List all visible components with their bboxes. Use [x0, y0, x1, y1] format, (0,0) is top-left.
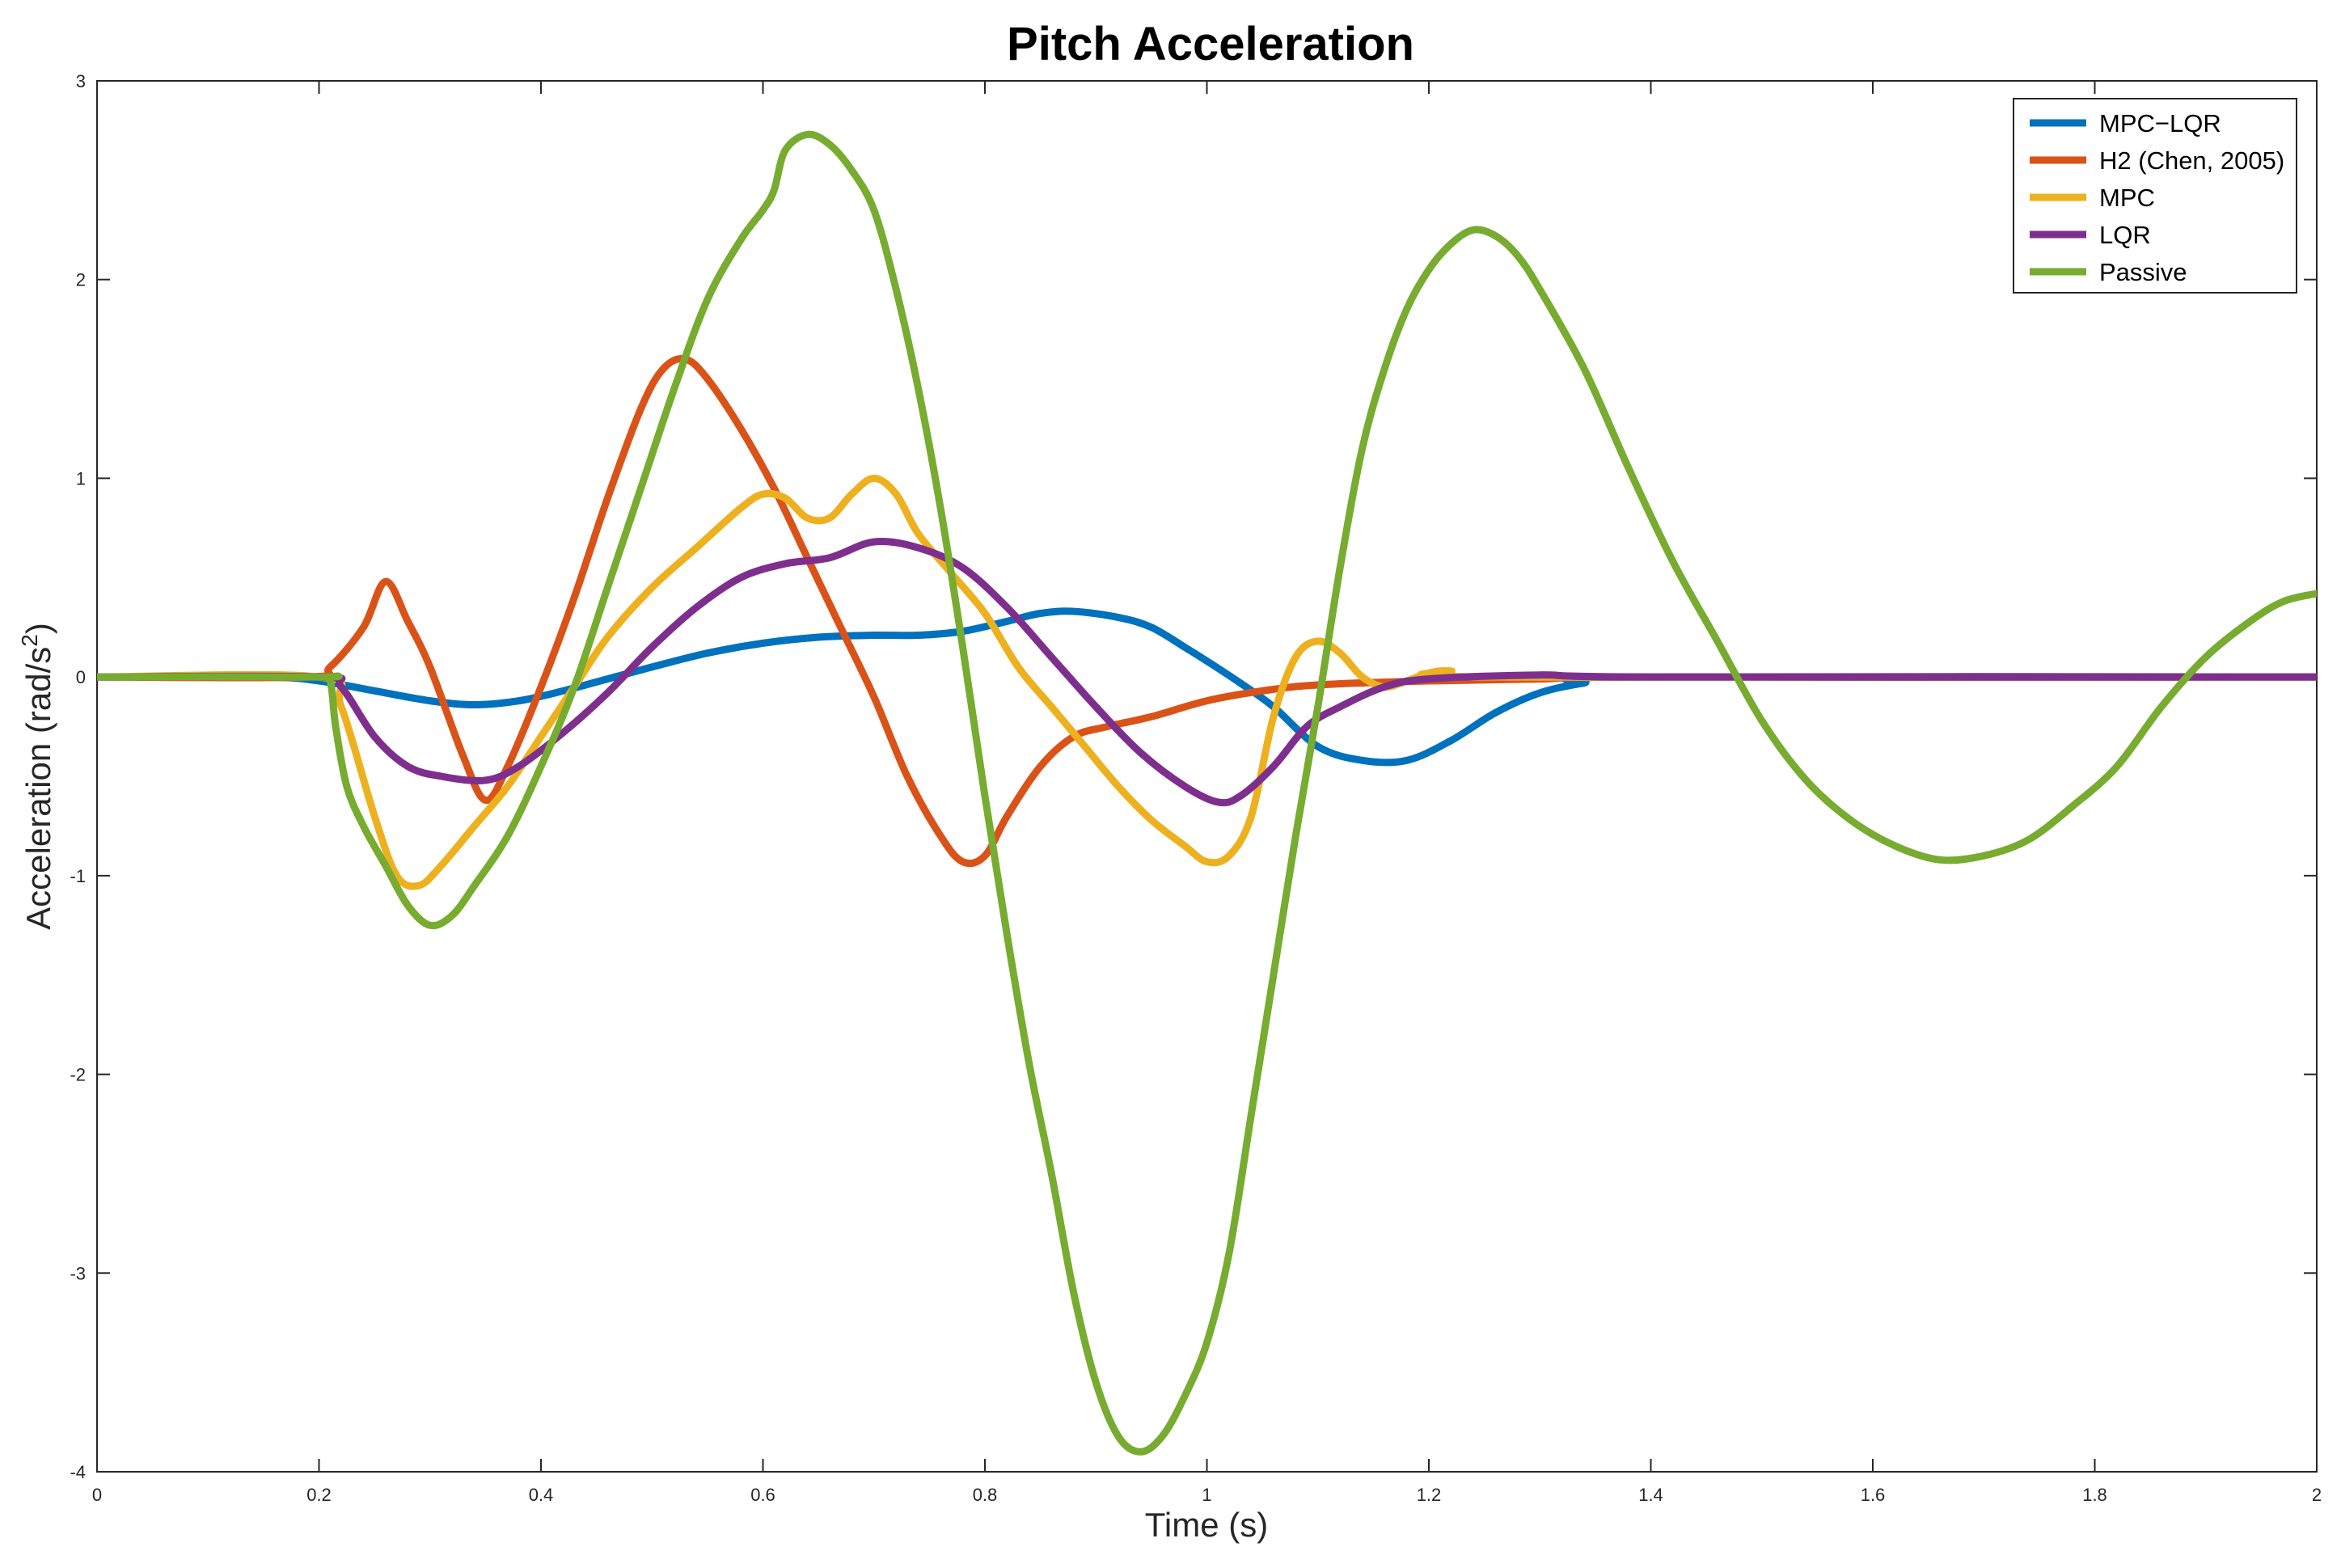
x-tick-label: 1	[1202, 1485, 1211, 1505]
x-tick-label: 1.2	[1417, 1485, 1442, 1505]
y-tick-label: -2	[70, 1065, 86, 1085]
series-line-lqr	[97, 538, 2317, 807]
y-axis-label: Acceleration (rad/s2)	[17, 623, 57, 930]
series-line-mpc-lqr	[97, 607, 2317, 767]
x-tick-label: 0.2	[306, 1485, 332, 1505]
x-axis-label: Time (s)	[1145, 1506, 1268, 1544]
y-tick-label: 2	[76, 270, 86, 290]
x-tick-label: 1.8	[2082, 1485, 2107, 1505]
x-tick-label: 1.6	[1861, 1485, 1886, 1505]
legend-entry-label: H2 (Chen, 2005)	[2099, 146, 2284, 175]
legend: MPC−LQR H2 (Chen, 2005) MPC LQR Passive	[2013, 98, 2297, 294]
x-tick-label: 0.4	[529, 1485, 554, 1505]
x-tick-label: 0.6	[750, 1485, 775, 1505]
y-axis-label-main: Acceleration (rad/s	[19, 647, 57, 930]
y-tick-label: 1	[76, 468, 86, 488]
series-line-passive	[97, 130, 2317, 1456]
y-tick-label: 3	[76, 71, 86, 91]
x-tick-label: 1.4	[1638, 1485, 1663, 1505]
y-axis-label-superscript: 2	[17, 634, 42, 647]
plot-area	[96, 80, 2318, 1473]
legend-entry-label: Passive	[2099, 258, 2187, 286]
y-tick-label: -4	[70, 1462, 86, 1482]
x-tick-label: 0.8	[973, 1485, 998, 1505]
y-tick-label: 0	[76, 667, 86, 687]
legend-entry-label: LQR	[2099, 221, 2151, 249]
y-tick-label: -3	[70, 1263, 86, 1283]
x-axis-ticks: 0 0.2 0.4 0.6 0.8 1 1.2 1.4 1.6 1.8 2	[92, 81, 2322, 1505]
series-lines	[97, 130, 2317, 1456]
y-tick-label: -1	[70, 866, 86, 886]
series-line-h2-chen-2005	[97, 355, 2317, 868]
x-tick-label: 2	[2312, 1485, 2322, 1505]
legend-entry-label: MPC−LQR	[2099, 109, 2221, 137]
chart-title: Pitch Acceleration	[1007, 18, 1414, 70]
x-tick-label: 0	[92, 1485, 102, 1505]
legend-entry-label: MPC	[2099, 184, 2155, 212]
y-axis-label-close: )	[19, 623, 57, 634]
